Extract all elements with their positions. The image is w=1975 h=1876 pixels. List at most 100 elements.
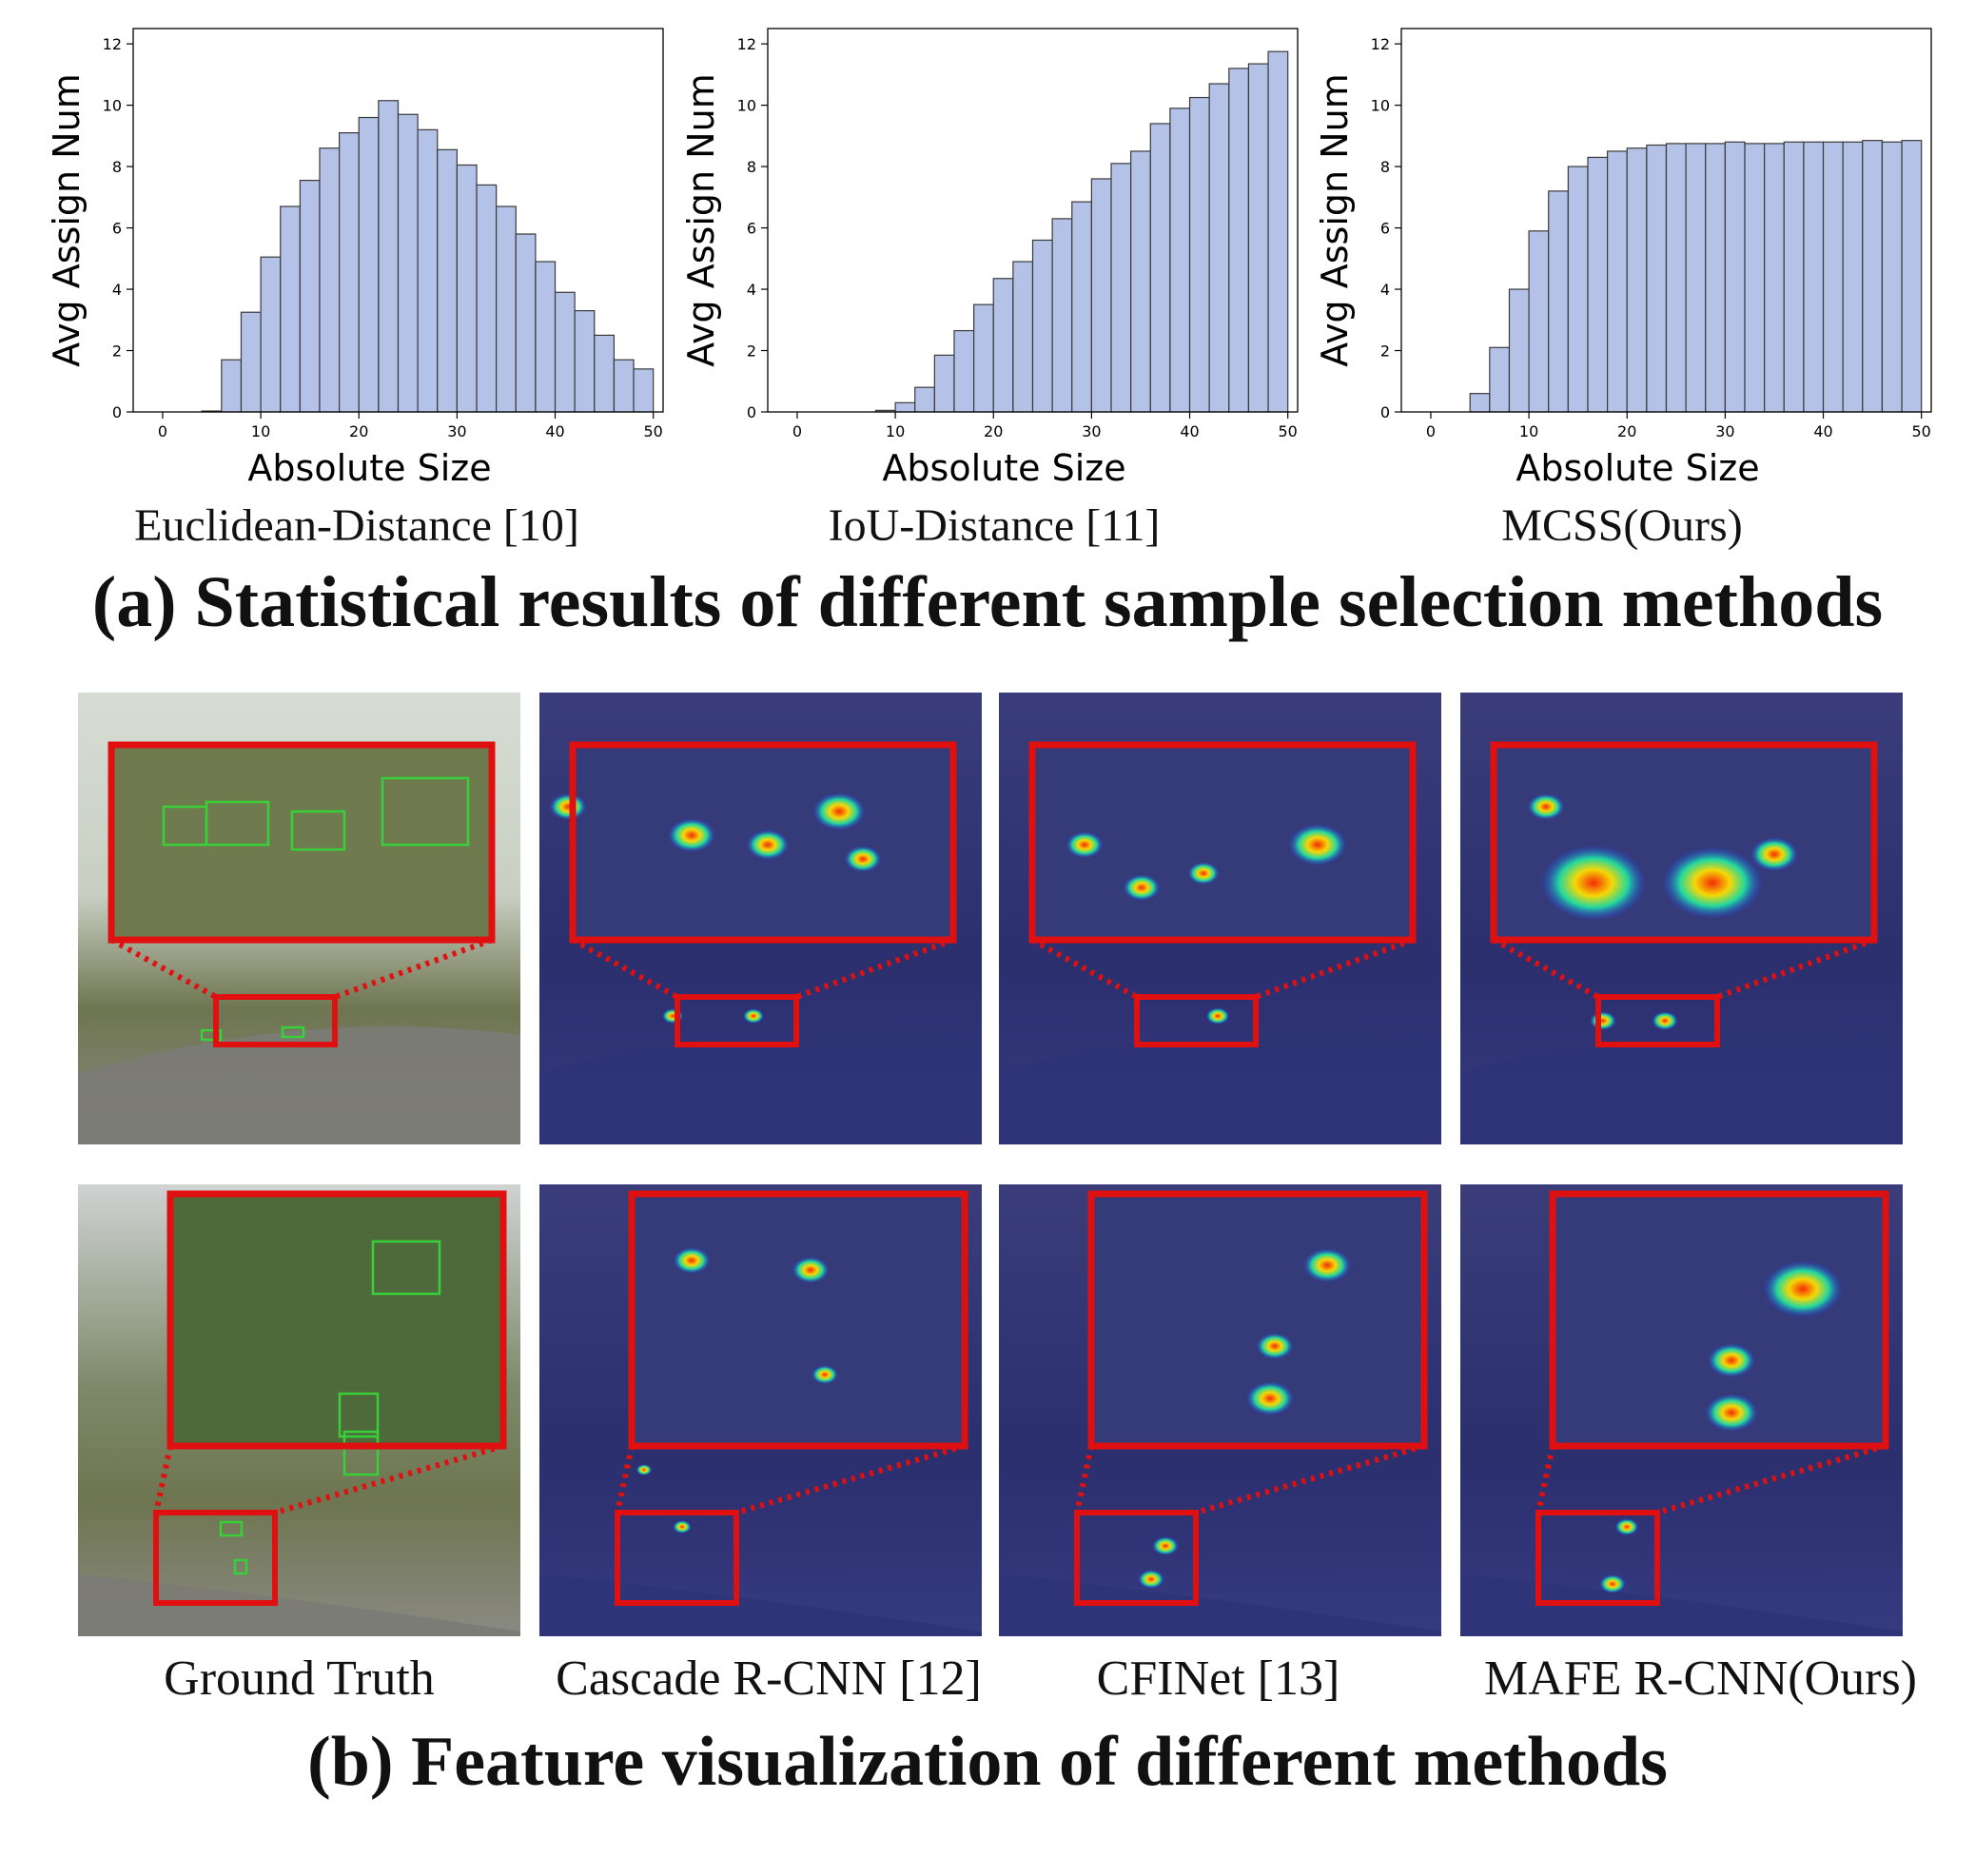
x-tick-label: 40 [545, 422, 564, 440]
y-tick-label: 12 [103, 35, 122, 53]
panel-mafe-rcnn-row1 [1460, 693, 1903, 1144]
panel-image [1460, 1184, 1903, 1636]
ground-truth-box [281, 1026, 305, 1039]
panel-cascade-rcnn-row2 [539, 1184, 982, 1636]
ground-truth-box [290, 810, 346, 851]
bar [1724, 141, 1746, 413]
bar [1267, 50, 1289, 413]
bar [260, 256, 282, 413]
bar [992, 278, 1014, 413]
x-tick-label: 50 [1912, 422, 1931, 440]
x-tick-label: 0 [1426, 422, 1436, 440]
activation-blob [1590, 1011, 1616, 1030]
panel-ground-truth-row2 [78, 1184, 520, 1636]
bar [554, 291, 576, 413]
ground-truth-box [200, 1028, 223, 1042]
activation-blob [1652, 1011, 1678, 1030]
y-tick-label: 10 [737, 97, 756, 115]
chart-caption-iou: IoU-Distance [11] [828, 500, 1161, 551]
panel-image [78, 693, 520, 1144]
y-axis-label: Avg Assign Num [46, 73, 88, 366]
bar [496, 205, 517, 413]
y-tick-label: 4 [747, 281, 756, 299]
road [1460, 1574, 1903, 1636]
zoom-inset [632, 1194, 965, 1446]
ground-truth-box [338, 1392, 380, 1438]
activation-blob [1288, 824, 1347, 866]
chart-svg: 0 10 20 30 40 50 0 2 4 6 8 10 12 Absolute Size Avg Ass… [680, 28, 1299, 489]
bar [1548, 190, 1569, 413]
bar [1090, 178, 1112, 413]
y-tick-label: 2 [112, 342, 122, 361]
activation-blob [1302, 1248, 1352, 1282]
activation-blob [746, 830, 790, 860]
y-tick-label: 6 [747, 220, 756, 238]
ground-truth-box [381, 776, 470, 847]
zoom-box-large [569, 741, 957, 944]
x-tick-label: 50 [644, 422, 663, 440]
ground-truth-box [371, 1240, 441, 1296]
y-tick-label: 2 [1380, 342, 1390, 361]
bar [1744, 143, 1766, 413]
bar [1469, 393, 1491, 413]
activation-blob [673, 1247, 711, 1274]
zoom-inset [170, 1194, 503, 1446]
road [1460, 1026, 1903, 1144]
bar [378, 100, 400, 413]
y-tick-label: 8 [747, 158, 756, 176]
x-tick-label: 40 [1813, 422, 1832, 440]
zoom-box-large [1028, 741, 1417, 944]
y-tick-label: 0 [112, 403, 122, 421]
y-tick-label: 10 [1371, 97, 1390, 115]
y-tick-label: 12 [1371, 35, 1390, 53]
x-tick-label: 40 [1180, 422, 1199, 440]
bar [299, 179, 321, 413]
zoom-connector [1195, 1443, 1425, 1515]
bar [1247, 63, 1269, 413]
activation-blob [1661, 847, 1764, 919]
y-tick-label: 6 [112, 220, 122, 238]
bar [1110, 163, 1132, 413]
x-tick-label: 30 [1082, 422, 1101, 440]
bar [1567, 166, 1589, 413]
figure-b-title: (b) Feature visualization of different m… [307, 1723, 1668, 1801]
x-tick-label: 30 [1715, 422, 1734, 440]
bar [437, 148, 458, 413]
zoom-connector [1492, 937, 1600, 1000]
activation-blob [1187, 862, 1220, 885]
plot-frame [767, 28, 1299, 413]
zoom-box-large [628, 1190, 968, 1450]
chart-iou: 0 10 20 30 40 50 0 2 4 6 8 10 12 Absolute Size Avg Ass… [677, 19, 1324, 495]
y-tick-label: 8 [1380, 158, 1390, 176]
x-axis-label: Absolute Size [1515, 447, 1759, 489]
activation-blob [1245, 1381, 1295, 1416]
panel-cascade-rcnn-row1 [539, 693, 982, 1144]
activation-blob [667, 818, 716, 852]
chart-caption-mcss: MCSS(Ours) [1501, 500, 1743, 551]
bar [397, 113, 419, 413]
plot-frame [1400, 28, 1932, 413]
chart-euclidean: 0 10 20 30 40 50 0 2 4 6 8 10 12 Absolute Size Avg Ass… [43, 19, 690, 495]
zoom-connector [1030, 937, 1139, 1000]
activation-blob [792, 1257, 830, 1283]
bar [574, 310, 596, 413]
zoom-box-large [1490, 741, 1878, 944]
panel-caption-ground-truth: Ground Truth [164, 1651, 435, 1706]
plot-frame [132, 28, 664, 413]
bar [1031, 239, 1053, 413]
x-tick-label: 0 [158, 422, 167, 440]
bar [613, 359, 635, 413]
activation-blob [1066, 831, 1104, 858]
bar [1764, 143, 1785, 413]
road [999, 1026, 1441, 1144]
y-tick-label: 10 [103, 97, 122, 115]
y-axis-label: Avg Assign Num [680, 73, 722, 366]
bar [1012, 261, 1034, 413]
zoom-connector [274, 1443, 504, 1515]
y-tick-label: 4 [1380, 281, 1390, 299]
bar [1169, 107, 1191, 413]
x-tick-label: 20 [1617, 422, 1636, 440]
bar [1783, 141, 1805, 413]
activation-blob [1614, 1518, 1639, 1535]
zoom-box-small [1595, 994, 1720, 1047]
